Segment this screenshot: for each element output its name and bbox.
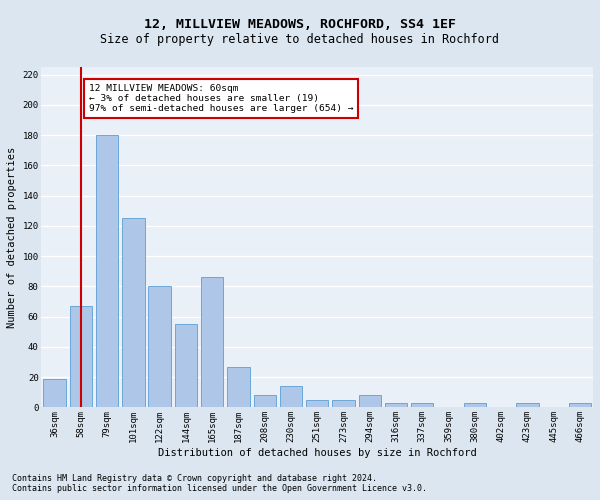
Bar (43, 378, 66, 408)
Text: Size of property relative to detached houses in Rochford: Size of property relative to detached ho… (101, 32, 499, 46)
Bar (70, 306, 92, 408)
Bar (332, 400, 355, 407)
Bar (411, 403, 433, 407)
Text: Contains public sector information licensed under the Open Government Licence v3: Contains public sector information licen… (12, 484, 427, 493)
Bar (175, 324, 197, 407)
Bar (227, 366, 250, 408)
Text: 12, MILLVIEW MEADOWS, ROCHFORD, SS4 1EF: 12, MILLVIEW MEADOWS, ROCHFORD, SS4 1EF (144, 18, 456, 30)
Bar (280, 386, 302, 407)
Bar (148, 286, 171, 408)
Bar (385, 403, 407, 407)
Bar (569, 403, 591, 407)
Bar (96, 135, 118, 407)
Y-axis label: Number of detached properties: Number of detached properties (7, 146, 17, 328)
Bar (306, 400, 328, 407)
Bar (201, 278, 223, 407)
Bar (122, 218, 145, 408)
Text: 12 MILLVIEW MEADOWS: 60sqm
← 3% of detached houses are smaller (19)
97% of semi-: 12 MILLVIEW MEADOWS: 60sqm ← 3% of detac… (89, 84, 353, 114)
Bar (254, 396, 276, 407)
Text: Contains HM Land Registry data © Crown copyright and database right 2024.: Contains HM Land Registry data © Crown c… (12, 474, 377, 483)
X-axis label: Distribution of detached houses by size in Rochford: Distribution of detached houses by size … (158, 448, 476, 458)
Bar (359, 396, 381, 407)
Bar (516, 403, 539, 407)
Bar (464, 403, 486, 407)
